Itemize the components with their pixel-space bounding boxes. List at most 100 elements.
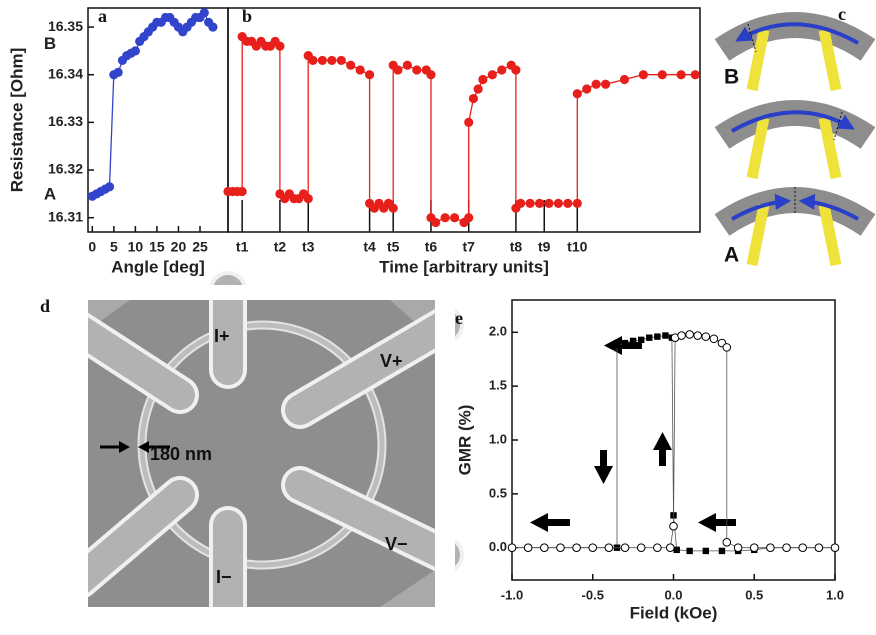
data-point	[690, 70, 700, 80]
data-point	[308, 55, 318, 66]
data-point	[336, 55, 346, 66]
state-label: B	[724, 66, 739, 89]
panel-letter: a	[98, 6, 107, 26]
data-point	[572, 89, 582, 99]
data-point	[237, 186, 247, 197]
chart-panel: b t1 t2 t3 t4 t5 t6 t7 t8 t9 t10 Time [arbitrary un…	[223, 6, 701, 276]
x-tick-label: t3	[302, 239, 315, 255]
x-tick-label: -1.0	[501, 587, 523, 602]
data-point	[733, 543, 743, 552]
electrode-label: I−	[216, 567, 232, 587]
data-point	[572, 543, 581, 552]
data-point	[638, 336, 645, 344]
y-tick-label: 16.35	[48, 18, 83, 34]
data-point	[540, 543, 549, 552]
y-tick-label: 1.0	[489, 431, 507, 446]
data-point	[782, 543, 791, 552]
x-tick-label: t9	[538, 239, 551, 255]
y-axis-label: Resistance [Ohm]	[7, 48, 26, 193]
x-axis-label: Field (kOe)	[630, 603, 718, 622]
data-point	[766, 543, 775, 552]
data-point	[355, 65, 365, 75]
y-tick-label: 16.32	[48, 161, 83, 177]
data-point	[613, 342, 621, 349]
data-point	[525, 198, 535, 209]
x-tick-label: 25	[192, 239, 208, 255]
plot-frame	[227, 7, 701, 233]
data-point	[534, 198, 545, 209]
data-point	[478, 74, 488, 85]
data-point	[544, 198, 554, 209]
data-point	[487, 70, 497, 80]
data-point	[563, 198, 573, 209]
x-tick-label: 0.0	[664, 587, 682, 602]
data-point	[604, 543, 614, 552]
x-tick-label: t5	[387, 239, 400, 255]
data-point	[665, 543, 675, 552]
y-tick-label: 0.5	[489, 485, 507, 500]
data-point	[402, 60, 412, 70]
x-tick-label: t7	[462, 239, 475, 255]
data-point	[365, 70, 375, 80]
x-tick-label: 5	[110, 239, 118, 255]
data-point	[749, 543, 759, 552]
panel-letter: b	[242, 6, 252, 26]
data-point	[464, 117, 474, 127]
data-point	[686, 547, 693, 555]
y-tick-label: 16.34	[48, 65, 83, 81]
data-point	[130, 46, 140, 56]
data-point	[113, 67, 123, 77]
data-point	[814, 543, 824, 552]
data-point	[718, 547, 726, 555]
data-point	[722, 343, 732, 352]
x-tick-label: t2	[274, 239, 287, 255]
data-point	[619, 74, 630, 85]
data-point	[693, 331, 703, 340]
data-point	[497, 65, 507, 75]
electrode-label: V+	[380, 351, 403, 371]
y-tick-label: 16.33	[48, 113, 83, 129]
data-point	[676, 70, 686, 80]
chart-panel: a 0 5 10 15 20 25 16.31 16.32 16.33 16.34 16.35 Angl…	[7, 6, 229, 276]
data-point	[677, 331, 686, 340]
data-point	[412, 65, 422, 75]
series-line	[512, 334, 835, 549]
data-point	[303, 194, 313, 204]
panel-letter: c	[838, 4, 846, 24]
chart-panel: e -1.0 -0.5 0.0 0.5 1.0 0.0 0.5 1.0 1.5 2.0 Field (…	[455, 299, 844, 622]
width-label: 180 nm	[150, 444, 212, 464]
y-tick-label: 1.5	[489, 378, 507, 393]
data-point	[701, 332, 711, 341]
data-point	[553, 198, 564, 209]
x-tick-label: t8	[510, 239, 523, 255]
x-tick-label: t6	[425, 239, 438, 255]
data-point	[591, 79, 601, 89]
y-tick-label: 0.0	[489, 539, 507, 554]
data-point	[646, 334, 653, 341]
x-axis-label: Angle [deg]	[111, 257, 205, 276]
data-point	[473, 84, 483, 94]
data-point	[685, 330, 694, 339]
x-tick-label: 15	[149, 239, 165, 255]
data-point	[629, 337, 637, 345]
electrode-label: V−	[385, 534, 408, 554]
electrode-label: I+	[214, 326, 230, 346]
data-point	[104, 182, 115, 192]
data-point	[673, 546, 680, 554]
level-label: A	[44, 184, 56, 203]
panel-d: d I+ V+ 180 nm V− I−	[0, 271, 464, 635]
x-tick-label: t1	[236, 239, 249, 255]
data-point	[653, 543, 662, 552]
data-point	[830, 543, 840, 552]
data-point	[582, 84, 592, 94]
data-point	[636, 543, 646, 552]
data-point	[440, 213, 450, 223]
level-label: B	[44, 34, 56, 53]
sweep-arrows	[530, 336, 736, 532]
y-tick-label: 2.0	[489, 324, 507, 339]
data-point	[516, 198, 526, 209]
x-tick-label: t4	[363, 239, 376, 255]
data-point	[654, 333, 661, 340]
data-point	[709, 334, 719, 344]
